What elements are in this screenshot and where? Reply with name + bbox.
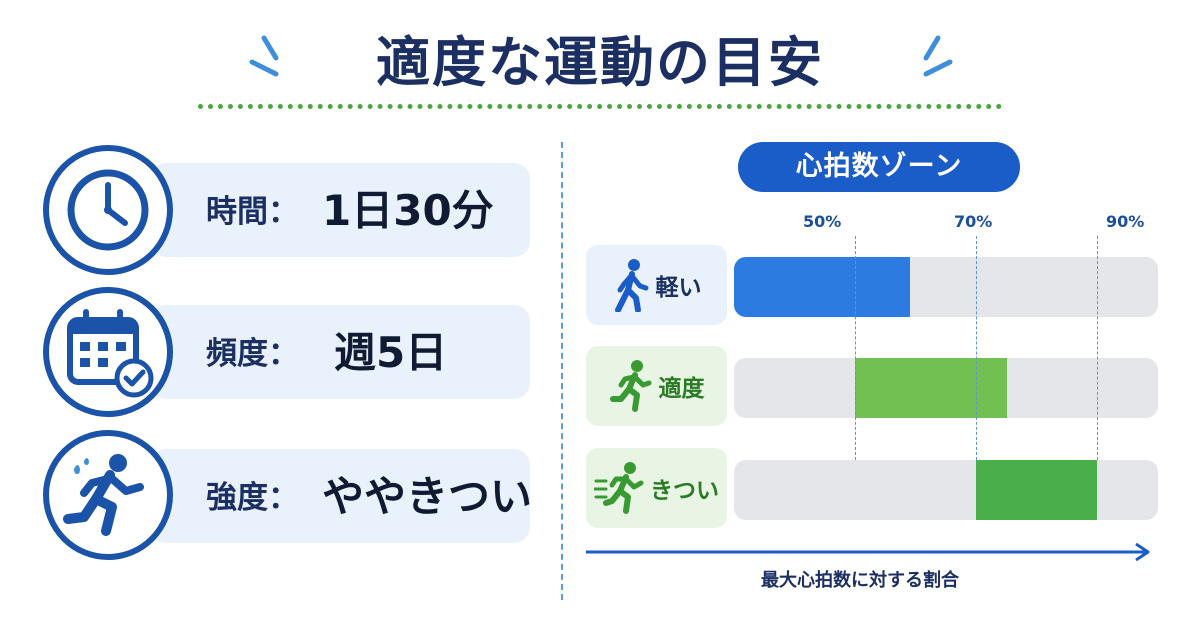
sprinter-icon <box>594 462 644 514</box>
jogger-icon <box>609 360 651 412</box>
guide-line-70 <box>976 236 978 460</box>
tick-label-70: 70% <box>954 212 993 231</box>
intensity-row <box>150 449 530 543</box>
zone-bar-hard <box>976 460 1098 520</box>
axis-caption: 最大心拍数に対する割合 <box>761 570 959 591</box>
runner-sweat-icon <box>43 430 173 560</box>
frequency-row <box>150 305 530 399</box>
zone-label-moderate: 適度 <box>586 346 727 426</box>
right-sparkle-icon <box>923 35 953 77</box>
left-sparkle-icon <box>249 35 279 77</box>
zone-label-moderate-text: 適度 <box>658 376 705 402</box>
zone-track-hard <box>734 460 1158 520</box>
time-row <box>150 163 530 257</box>
zone-label-light-text: 軽い <box>655 275 702 301</box>
time-value: 1日30分 <box>322 186 494 235</box>
zone-label-light: 軽い <box>586 245 727 325</box>
clock-icon <box>43 145 173 275</box>
zone-track-light <box>734 257 1158 317</box>
center-divider <box>561 142 563 600</box>
walker-icon <box>614 259 648 312</box>
title-underline <box>198 104 1002 109</box>
tick-label-90: 90% <box>1106 212 1145 231</box>
frequency-label: 頻度： <box>206 336 299 372</box>
calendar-check-icon <box>43 287 173 417</box>
zone-bar-light <box>734 257 910 317</box>
zone-header: 心拍数ゾーン <box>738 142 1020 192</box>
time-label: 時間： <box>206 194 299 230</box>
zone-label-hard-text: きつい <box>650 478 719 504</box>
intensity-label: 強度： <box>206 480 299 516</box>
frequency-value: 週5日 <box>334 328 448 377</box>
guide-line-90 <box>1097 236 1099 460</box>
guide-line-50 <box>855 236 857 460</box>
intensity-value: ややきつい <box>322 472 533 521</box>
axis-arrow-icon <box>586 542 1150 562</box>
tick-label-50: 50% <box>803 212 842 231</box>
zone-bar-moderate <box>855 358 1007 418</box>
zone-track-moderate <box>734 358 1158 418</box>
page-title: 適度な運動の目安 <box>376 31 824 94</box>
zone-label-hard: きつい <box>586 448 727 528</box>
